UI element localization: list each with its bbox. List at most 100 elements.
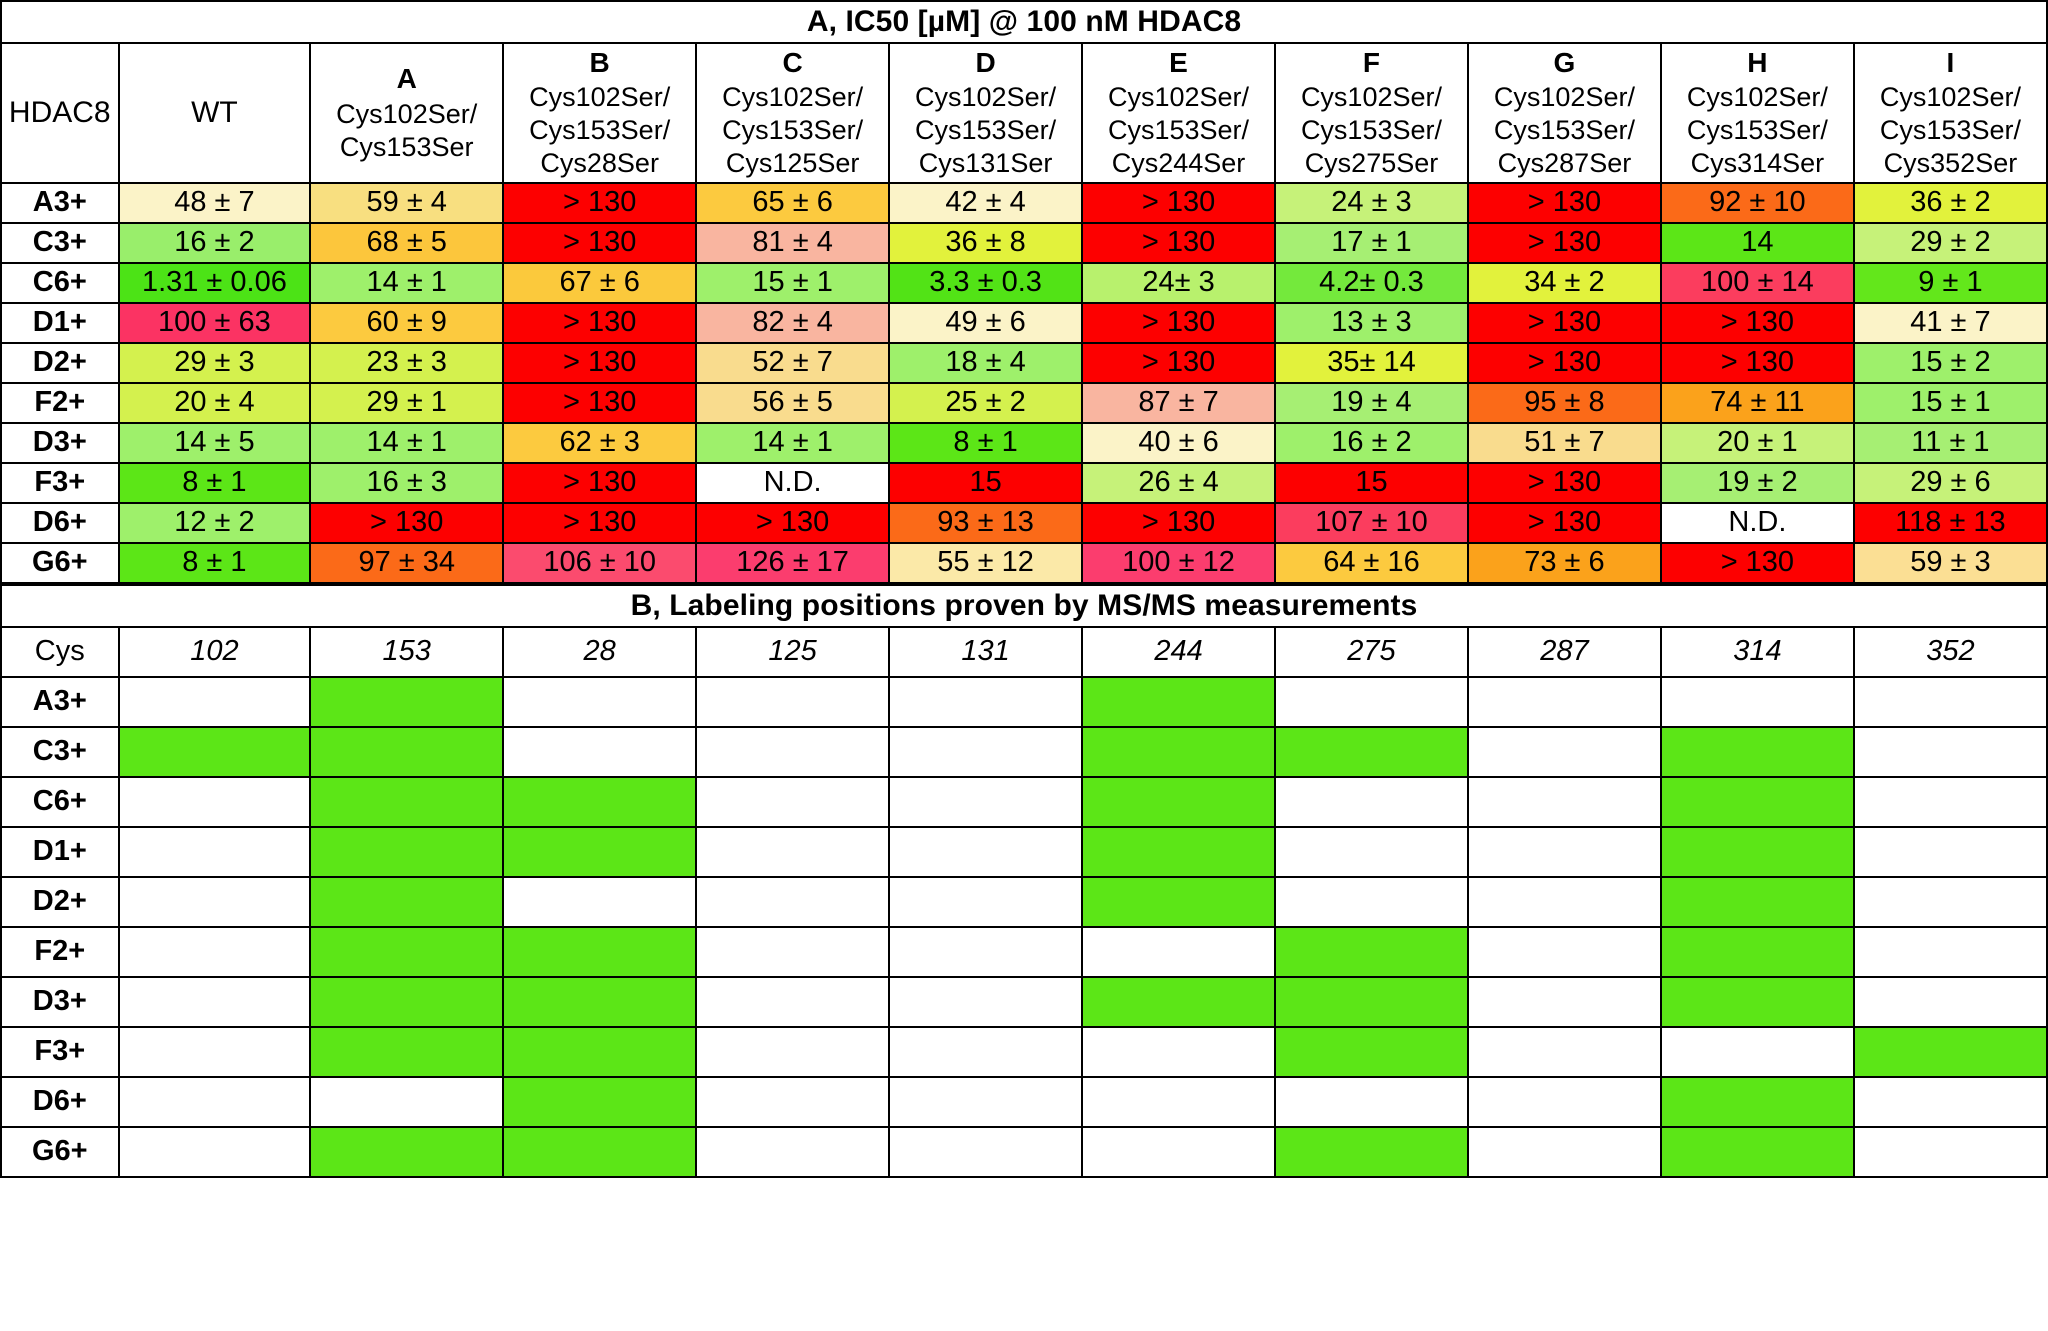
panel-b-empty-cell — [1852, 725, 2048, 778]
panel-b-data-row: F2+ — [0, 925, 2048, 978]
panel-a-ic50-cell: > 130 — [1659, 301, 1855, 344]
panel-a-ic50-cell: > 130 — [502, 301, 698, 344]
panel-a-ic50-cell: 81 ± 4 — [695, 221, 891, 264]
panel-b-data-row: D6+ — [0, 1075, 2048, 1128]
panel-a-ic50-cell: 12 ± 2 — [117, 501, 312, 544]
panel-b-empty-cell — [1081, 1025, 1276, 1078]
panel-a-data-row: D2+ 29 ± 3 23 ± 3 > 130 52 ± 7 18 ± 4 > 130 35±… — [0, 341, 2048, 384]
panel-b-labeled-cell — [1659, 925, 1855, 978]
panel-b-labeled-cell — [1659, 1075, 1855, 1128]
panel-b-empty-cell — [695, 1075, 891, 1128]
column-mutation-line: Cys125Ser — [725, 148, 860, 179]
panel-a-ic50-cell: 106 ± 10 — [502, 541, 698, 584]
panel-a-ic50-cell: 15 ± 2 — [1852, 341, 2048, 384]
panel-a-ic50-cell: 100 ± 14 — [1659, 261, 1855, 304]
panel-a-ic50-cell: 8 ± 1 — [117, 541, 312, 584]
column-mutation-line: Cys244Ser — [1111, 148, 1246, 179]
panel-a-ic50-cell: 82 ± 4 — [695, 301, 891, 344]
panel-b-empty-cell — [1466, 1075, 1662, 1128]
panel-b-empty-cell — [117, 1025, 312, 1078]
panel-a-ic50-cell: > 130 — [502, 501, 698, 544]
panel-b-row-label-g6: G6+ — [0, 1125, 120, 1178]
panel-a-ic50-cell: 42 ± 4 — [888, 181, 1084, 224]
panel-a-ic50-cell: 59 ± 3 — [1852, 541, 2048, 584]
panel-b-empty-cell — [695, 1025, 891, 1078]
panel-b-data-row: A3+ — [0, 675, 2048, 728]
panel-b-empty-cell — [117, 775, 312, 828]
panel-b-empty-cell — [117, 675, 312, 728]
panel-a-ic50-cell: 1.31 ± 0.06 — [117, 261, 312, 304]
panel-b-empty-cell — [888, 675, 1084, 728]
panel-a-col-header-e: E Cys102Ser/Cys153Ser/Cys244Ser — [1081, 42, 1276, 184]
panel-a-col-header-g: G Cys102Ser/Cys153Ser/Cys287Ser — [1466, 42, 1662, 184]
panel-b-empty-cell — [695, 875, 891, 928]
panel-b-row-label-f3: F3+ — [0, 1025, 120, 1078]
panel-b-labeled-cell — [309, 825, 505, 878]
panel-a-ic50-cell: > 130 — [1466, 221, 1662, 264]
panel-b-empty-cell — [1466, 725, 1662, 778]
panel-b-empty-cell — [1466, 975, 1662, 1028]
panel-a-ic50-cell: 24 ± 3 — [1274, 181, 1469, 224]
panel-b-empty-cell — [1852, 675, 2048, 728]
panel-a-ic50-cell: > 130 — [1466, 341, 1662, 384]
panel-a-row-label-f3: F3+ — [0, 461, 120, 504]
panel-a-ic50-cell: 67 ± 6 — [502, 261, 698, 304]
column-mutation-line: Cys153Ser — [339, 131, 474, 162]
panel-b-labeled-cell — [309, 775, 505, 828]
panel-a-row-label-c6: C6+ — [0, 261, 120, 304]
panel-a-ic50-cell: N.D. — [1659, 501, 1855, 544]
panel-a-ic50-cell: 56 ± 5 — [695, 381, 891, 424]
panel-a-title-row: A, IC50 [µM] @ 100 nM HDAC8 — [0, 0, 2048, 44]
panel-a-ic50-cell: 15 ± 1 — [1852, 381, 2048, 424]
panel-a-corner-label: HDAC8 — [0, 42, 120, 184]
column-letter: H — [1747, 47, 1768, 78]
panel-b-empty-cell — [1081, 1075, 1276, 1128]
panel-b-labeled-cell — [1659, 725, 1855, 778]
panel-a-ic50-cell: 74 ± 11 — [1659, 381, 1855, 424]
panel-a-data-row: F3+ 8 ± 1 16 ± 3 > 130 N.D. 15 26 ± 4 15 > 130 19… — [0, 461, 2048, 504]
column-mutation-line: Cys28Ser — [540, 148, 659, 179]
panel-a-ic50-cell: 36 ± 2 — [1852, 181, 2048, 224]
panel-a-ic50-cell: > 130 — [695, 501, 891, 544]
panel-a-ic50-cell: > 130 — [1081, 301, 1276, 344]
panel-b-empty-cell — [1466, 875, 1662, 928]
panel-b-empty-cell — [695, 925, 891, 978]
column-mutation-line: WT — [191, 95, 238, 129]
panel-b-data-row: C6+ — [0, 775, 2048, 828]
panel-b-row-label-f2: F2+ — [0, 925, 120, 978]
panel-b-header-row: Cys 102 153 28 125 131 244 275 287 314 352 — [0, 625, 2048, 678]
column-mutation-line: Cys153Ser/ — [722, 115, 864, 146]
panel-a-ic50-cell: 73 ± 6 — [1466, 541, 1662, 584]
panel-b-labeled-cell — [1081, 875, 1276, 928]
panel-b-empty-cell — [1466, 1125, 1662, 1178]
panel-a-ic50-cell: > 130 — [502, 341, 698, 384]
panel-b-empty-cell — [502, 725, 698, 778]
panel-b-data-row: D3+ — [0, 975, 2048, 1028]
panel-b-empty-cell — [1466, 925, 1662, 978]
panel-a-ic50-cell: > 130 — [1659, 341, 1855, 384]
panel-b-empty-cell — [502, 675, 698, 728]
panel-b-empty-cell — [695, 675, 891, 728]
panel-a-table: A, IC50 [µM] @ 100 nM HDAC8 HDAC8 WT A Cys… — [0, 0, 2048, 584]
panel-b-empty-cell — [888, 925, 1084, 978]
panel-b-empty-cell — [1466, 775, 1662, 828]
panel-a-ic50-cell: > 130 — [502, 221, 698, 264]
panel-b-labeled-cell — [309, 1025, 505, 1078]
panel-a-ic50-cell: 16 ± 3 — [309, 461, 505, 504]
panel-a-ic50-cell: 25 ± 2 — [888, 381, 1084, 424]
column-mutation-line: Cys102Ser/ — [1686, 82, 1828, 113]
panel-b-labeled-cell — [502, 975, 698, 1028]
panel-a-ic50-cell: > 130 — [1659, 541, 1855, 584]
column-letter: F — [1362, 47, 1381, 78]
panel-a-ic50-cell: > 130 — [502, 381, 698, 424]
panel-a-ic50-cell: 68 ± 5 — [309, 221, 505, 264]
column-letter: B — [589, 47, 610, 78]
panel-b-empty-cell — [695, 975, 891, 1028]
panel-b-labeled-cell — [1274, 725, 1469, 778]
panel-b-empty-cell — [309, 1075, 505, 1128]
panel-a-data-row: G6+ 8 ± 1 97 ± 34 106 ± 10 126 ± 17 55 ± 12 10… — [0, 541, 2048, 584]
panel-a-row-label-d1: D1+ — [0, 301, 120, 344]
panel-b-labeled-cell — [1659, 875, 1855, 928]
panel-a-ic50-cell: > 130 — [1466, 181, 1662, 224]
